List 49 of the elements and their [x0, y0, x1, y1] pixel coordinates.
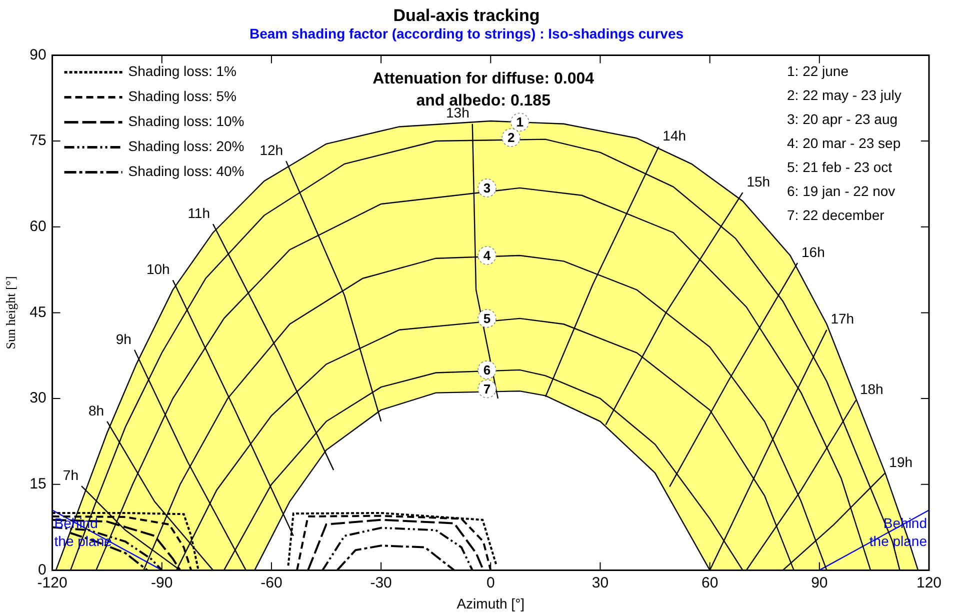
y-tick-label: 15	[30, 476, 46, 493]
x-tick-label: 30	[592, 574, 609, 592]
annotation: 19h	[889, 454, 913, 470]
annotation: 7h	[62, 466, 79, 483]
x-tick-label: -60	[260, 574, 282, 592]
annotation: 1	[516, 114, 524, 130]
chart-subtitle: Beam shading factor (according to strings) : Iso-shadings curves	[249, 26, 684, 42]
y-tick-label: 30	[30, 390, 46, 407]
legend-label: Shading loss: 1%	[128, 63, 236, 80]
chart-title: Dual-axis tracking	[393, 6, 540, 25]
annotation: 16h	[801, 244, 825, 260]
legend-label: Shading loss: 10%	[128, 113, 244, 130]
annotation: 8h	[88, 402, 104, 418]
y-tick-label: 60	[30, 218, 46, 236]
annotation: 2	[507, 130, 515, 146]
y-tick-label: 45	[30, 304, 46, 321]
annotation: 17h	[830, 310, 854, 327]
legend-label: Shading loss: 40%	[128, 163, 244, 180]
annotation: 12h	[260, 142, 284, 158]
x-tick-label: -90	[151, 574, 173, 592]
annotation: 4: 20 mar - 23 sep	[787, 135, 901, 152]
annotation: 7	[483, 381, 491, 396]
x-tick-label: -30	[370, 574, 392, 592]
annotation: 15h	[746, 173, 770, 190]
x-tick-label: 0	[486, 574, 495, 592]
annotation: 10h	[146, 260, 170, 277]
annotation: 7: 22 december	[787, 207, 885, 224]
annotation: 1: 22 june	[787, 63, 849, 80]
y-tick-label: 90	[30, 46, 46, 64]
annotation: 4	[483, 248, 492, 264]
annotation: 6	[483, 362, 491, 378]
annotation: 9h	[116, 330, 132, 347]
annotation: 11h	[188, 204, 210, 221]
x-tick-label: 60	[701, 574, 718, 592]
annotation: 14h	[662, 128, 686, 144]
annotation: 3: 20 apr - 23 aug	[787, 111, 898, 128]
y-tick-label: 75	[30, 132, 46, 150]
annotation: 5: 21 feb - 23 oct	[787, 159, 892, 176]
annotation: 2: 22 may - 23 july	[787, 87, 902, 104]
annotation: 6: 19 jan - 22 nov	[787, 183, 896, 200]
x-axis-title: Azimuth [°]	[456, 595, 525, 612]
x-tick-label: 120	[916, 574, 942, 592]
y-axis-title: Sun height [°]	[3, 276, 18, 350]
x-tick-label: 90	[811, 574, 828, 592]
legend-label: Shading loss: 5%	[128, 88, 236, 104]
annotation: 5	[483, 311, 491, 326]
annotation: 18h	[860, 381, 884, 398]
annotation: 3	[483, 180, 491, 196]
legend-label: Shading loss: 20%	[128, 138, 244, 154]
